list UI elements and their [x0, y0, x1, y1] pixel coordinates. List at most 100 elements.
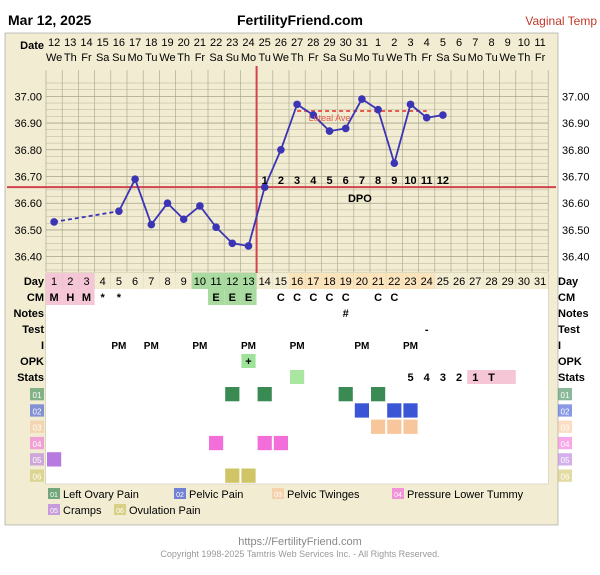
date-label: 5: [440, 37, 446, 49]
cycle-day-label: 3: [83, 276, 89, 288]
cm-label: *: [101, 292, 106, 304]
legend-swatch: [48, 504, 60, 515]
dpo-number: 12: [437, 175, 449, 187]
day-cell: [127, 273, 144, 289]
cm-label: C: [390, 292, 398, 304]
date-label: 3: [407, 37, 413, 49]
stats-cell: [467, 370, 516, 384]
cycle-day-label: 4: [100, 276, 106, 288]
header-site: FertilityFriend.com: [237, 12, 363, 28]
y-tick-right: 36.90: [562, 118, 590, 130]
cm-cell: [240, 289, 257, 305]
row-label-i-left: I: [41, 340, 44, 352]
day-cell: [451, 273, 468, 289]
cycle-day-label: 1: [51, 276, 57, 288]
y-tick-left: 36.40: [14, 252, 42, 264]
cycle-day-label: 9: [181, 276, 187, 288]
temp-point: [439, 111, 447, 119]
y-tick-right: 36.60: [562, 198, 590, 210]
symptom-code-box-left: [30, 420, 44, 433]
dpo-number: 5: [326, 175, 332, 187]
symptom-cell-01: [257, 387, 272, 402]
weekday-label: Mo: [354, 52, 369, 64]
symptom-code-left: 04: [33, 440, 42, 449]
legend-label: Left Ovary Pain: [63, 489, 139, 501]
weekday-label: Sa: [436, 52, 450, 64]
dpo-number: 4: [310, 175, 317, 187]
cycle-day-label: 31: [534, 276, 546, 288]
date-label: 22: [210, 37, 222, 49]
temp-point: [163, 199, 172, 208]
stats-cell: [290, 370, 305, 384]
legend-code: 01: [50, 492, 58, 499]
weekday-label: Fr: [535, 52, 546, 64]
day-cell: [386, 273, 403, 289]
row-label-day-left: Day: [24, 276, 45, 288]
legend-label: Ovulation Pain: [129, 505, 201, 517]
legend-code: 04: [394, 492, 402, 499]
row-label-cm-right: CM: [558, 292, 575, 304]
date-row-label: Date: [20, 40, 44, 52]
temp-point: [390, 159, 399, 167]
notes-mark: #: [343, 308, 349, 320]
symptom-code-left: 05: [33, 456, 42, 465]
weekday-label: We: [46, 52, 62, 64]
weekday-label: Th: [517, 52, 530, 64]
weekday-label: We: [386, 52, 402, 64]
cm-cell: [62, 289, 79, 305]
weekday-label: Fr: [195, 52, 206, 64]
day-cell: [224, 273, 241, 289]
legend-label: Pelvic Twinges: [287, 489, 360, 501]
temp-line-segment: [263, 149, 282, 188]
symptom-code-left: 03: [33, 424, 42, 433]
date-label: 12: [48, 37, 60, 49]
symptom-code-box-left: [30, 388, 44, 401]
symptom-cell-04: [273, 435, 288, 451]
day-cell: [208, 273, 225, 289]
date-label: 27: [291, 37, 303, 49]
date-label: 4: [424, 37, 430, 49]
weekday-label: Mo: [241, 52, 256, 64]
cm-label: C: [293, 292, 301, 304]
row-label-stats-left: Stats: [17, 372, 44, 384]
stats-mark: 5: [407, 372, 413, 384]
temp-point: [244, 242, 253, 250]
symptom-cell-04: [209, 435, 224, 451]
symptom-cell-01: [371, 387, 386, 402]
y-tick-right: 36.40: [562, 252, 590, 264]
weekday-label: Su: [226, 52, 239, 64]
day-cell: [370, 273, 387, 289]
intercourse-mark: PM: [241, 341, 256, 352]
cycle-day-label: 23: [404, 276, 416, 288]
date-label: 8: [488, 37, 494, 49]
day-cell: [289, 273, 306, 289]
temp-line-segment: [53, 210, 120, 223]
temp-point: [212, 223, 220, 232]
symptom-code-box-right: [558, 469, 572, 482]
date-label: 2: [391, 37, 397, 49]
symptom-code-box-left: [30, 453, 44, 466]
y-tick-left: 36.60: [14, 198, 42, 210]
temp-point: [293, 100, 301, 109]
weekday-label: Fr: [81, 52, 92, 64]
opk-cell: [241, 354, 256, 368]
cycle-day-label: 22: [388, 276, 400, 288]
cycle-day-label: 27: [469, 276, 481, 288]
date-label: 18: [145, 37, 157, 49]
cycle-day-label: 28: [485, 276, 497, 288]
symptom-code-left: 06: [33, 473, 42, 482]
row-label-stats-right: Stats: [558, 372, 585, 384]
date-label: 17: [129, 37, 141, 49]
row-label-test-right: Test: [558, 324, 580, 336]
day-cell: [46, 273, 63, 289]
row-label-opk-right: OPK: [558, 356, 582, 368]
date-label: 21: [194, 37, 206, 49]
weekday-label: Su: [112, 52, 125, 64]
row-label-i-right: I: [558, 340, 561, 352]
cycle-day-label: 17: [307, 276, 319, 288]
weekday-label: Tu: [485, 52, 497, 64]
cm-label: M: [50, 292, 59, 304]
cm-label: E: [212, 292, 219, 304]
symptom-code-left: 01: [33, 391, 42, 400]
